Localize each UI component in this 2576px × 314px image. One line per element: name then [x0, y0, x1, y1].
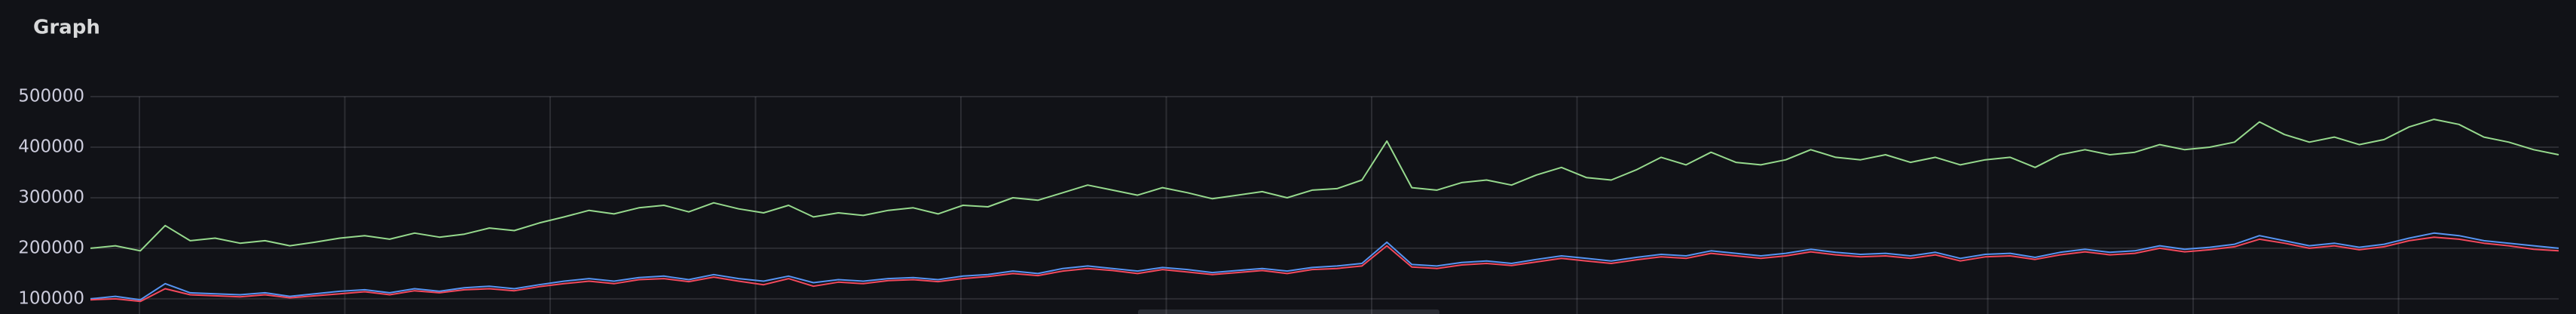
y-tick-label: 500000: [18, 87, 84, 106]
series-line: [90, 232, 2559, 301]
scroll-handle[interactable]: [1138, 309, 1439, 314]
series-line: [90, 236, 2559, 303]
y-tick-label: 300000: [18, 187, 84, 207]
y-tick-label: 200000: [18, 238, 84, 257]
y-tick-label: 100000: [18, 288, 84, 308]
y-tick-label: 400000: [18, 137, 84, 156]
panel-title: Graph: [33, 17, 100, 39]
series-line: [90, 119, 2559, 252]
